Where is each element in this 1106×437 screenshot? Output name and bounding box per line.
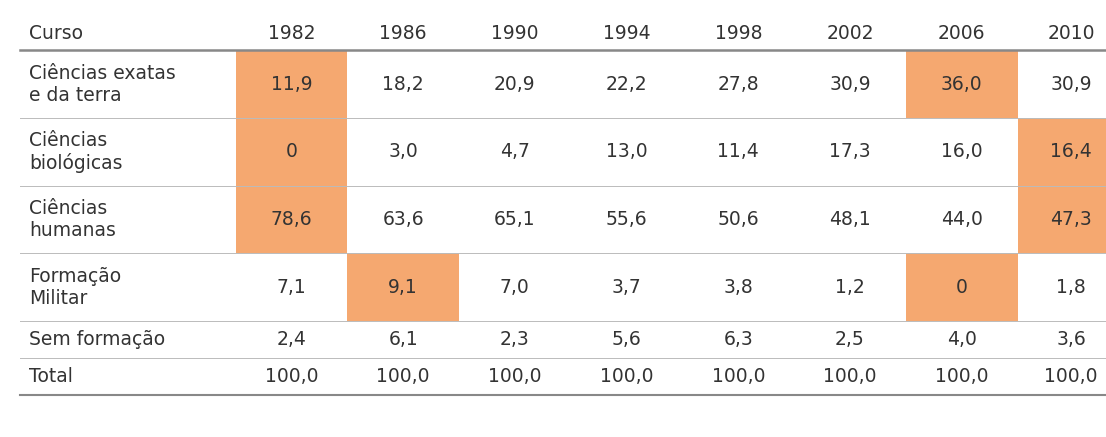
Text: 18,2: 18,2 — [383, 75, 424, 94]
Text: 3,0: 3,0 — [388, 142, 418, 161]
Text: 100,0: 100,0 — [488, 368, 542, 386]
Bar — [1018, 186, 1106, 253]
Text: 50,6: 50,6 — [718, 210, 759, 229]
Text: 55,6: 55,6 — [606, 210, 647, 229]
Text: 30,9: 30,9 — [1051, 75, 1092, 94]
Text: 30,9: 30,9 — [830, 75, 870, 94]
Text: 4,7: 4,7 — [500, 142, 530, 161]
Text: 100,0: 100,0 — [599, 368, 654, 386]
Text: 11,4: 11,4 — [718, 142, 759, 161]
Text: 3,6: 3,6 — [1056, 330, 1086, 349]
Text: 3,8: 3,8 — [723, 278, 753, 297]
Text: 11,9: 11,9 — [271, 75, 312, 94]
Text: 1,2: 1,2 — [835, 278, 865, 297]
Text: 47,3: 47,3 — [1051, 210, 1092, 229]
Text: 2,4: 2,4 — [276, 330, 306, 349]
Text: 6,3: 6,3 — [723, 330, 753, 349]
Text: 44,0: 44,0 — [941, 210, 982, 229]
Text: 100,0: 100,0 — [823, 368, 877, 386]
Text: 6,1: 6,1 — [388, 330, 418, 349]
Text: 1982: 1982 — [268, 24, 315, 43]
Bar — [347, 253, 459, 321]
Text: 78,6: 78,6 — [271, 210, 312, 229]
Text: 65,1: 65,1 — [494, 210, 535, 229]
Text: Formação
Militar: Formação Militar — [29, 267, 121, 308]
Text: 0: 0 — [956, 278, 968, 297]
Text: 20,9: 20,9 — [494, 75, 535, 94]
Text: 63,6: 63,6 — [383, 210, 424, 229]
Text: 7,0: 7,0 — [500, 278, 530, 297]
Bar — [906, 50, 1018, 118]
Text: 100,0: 100,0 — [264, 368, 319, 386]
Text: 27,8: 27,8 — [718, 75, 759, 94]
Text: 16,0: 16,0 — [941, 142, 982, 161]
Text: 100,0: 100,0 — [376, 368, 430, 386]
Text: 36,0: 36,0 — [941, 75, 982, 94]
Text: 1986: 1986 — [379, 24, 427, 43]
Text: 100,0: 100,0 — [1044, 368, 1098, 386]
Text: 22,2: 22,2 — [606, 75, 647, 94]
Text: 7,1: 7,1 — [276, 278, 306, 297]
Text: Curso: Curso — [29, 24, 83, 43]
Text: Ciências
humanas: Ciências humanas — [29, 199, 116, 240]
Text: 9,1: 9,1 — [388, 278, 418, 297]
Text: 2,5: 2,5 — [835, 330, 865, 349]
Bar — [906, 253, 1018, 321]
Text: 3,7: 3,7 — [612, 278, 641, 297]
Text: 100,0: 100,0 — [935, 368, 989, 386]
Text: 2010: 2010 — [1047, 24, 1095, 43]
Text: 2006: 2006 — [938, 24, 985, 43]
Text: 1998: 1998 — [714, 24, 762, 43]
Text: 2,3: 2,3 — [500, 330, 530, 349]
Text: Sem formação: Sem formação — [29, 330, 165, 349]
Text: 0: 0 — [285, 142, 298, 161]
Text: 5,6: 5,6 — [612, 330, 641, 349]
Text: 2002: 2002 — [826, 24, 874, 43]
Bar — [1018, 118, 1106, 186]
Text: 100,0: 100,0 — [711, 368, 765, 386]
Text: 17,3: 17,3 — [830, 142, 870, 161]
Bar — [236, 186, 347, 253]
Text: 48,1: 48,1 — [830, 210, 870, 229]
Text: 4,0: 4,0 — [947, 330, 977, 349]
Bar — [236, 118, 347, 186]
Text: Ciências
biológicas: Ciências biológicas — [29, 131, 123, 173]
Text: Ciências exatas
e da terra: Ciências exatas e da terra — [29, 64, 176, 104]
Text: 16,4: 16,4 — [1051, 142, 1092, 161]
Bar — [236, 50, 347, 118]
Text: Total: Total — [29, 368, 73, 386]
Text: 1,8: 1,8 — [1056, 278, 1086, 297]
Text: 1994: 1994 — [603, 24, 650, 43]
Text: 13,0: 13,0 — [606, 142, 647, 161]
Text: 1990: 1990 — [491, 24, 539, 43]
